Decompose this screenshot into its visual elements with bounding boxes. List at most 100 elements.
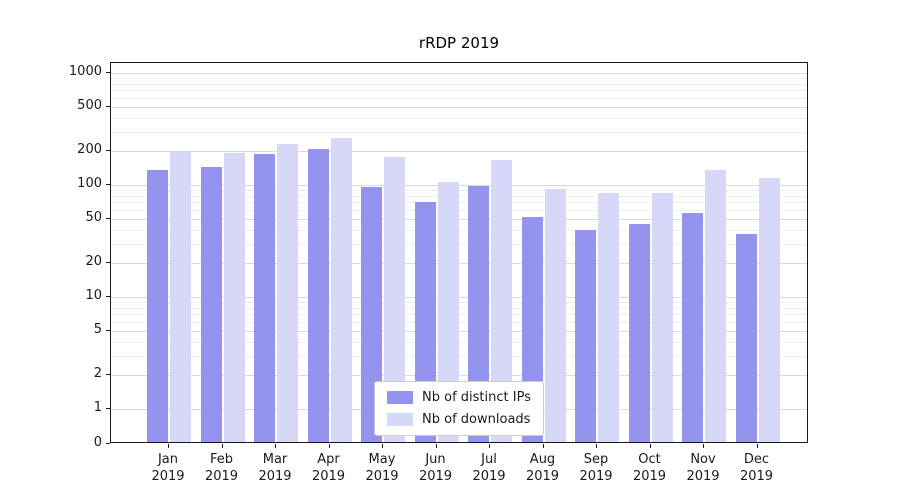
gridline-minor (111, 302, 807, 304)
bar-distinct-ips (628, 224, 650, 442)
bar-downloads (705, 169, 726, 442)
gridline-minor (111, 190, 807, 192)
y-tick-label: 2 (93, 366, 102, 382)
x-tick-mark (703, 444, 704, 448)
chart-title: rRDP 2019 (418, 34, 500, 52)
x-tick-mark (168, 444, 169, 448)
y-tick-label: 100 (77, 176, 102, 191)
x-tick-label: Dec 2019 (739, 452, 774, 484)
bar-downloads (598, 192, 619, 442)
x-tick-mark (328, 444, 330, 448)
bar-distinct-ips (307, 149, 329, 442)
legend-item-downloads: Nb of downloads (387, 412, 531, 427)
x-tick-label: Apr 2019 (311, 452, 346, 484)
y-tick-label: 1 (93, 400, 102, 415)
bar-downloads (277, 143, 298, 442)
y-tick-mark (106, 296, 110, 297)
gridline-minor (111, 131, 807, 133)
y-tick-mark (106, 105, 110, 107)
y-tick-mark (106, 150, 110, 152)
plot-area: Nb of distinct IPs Nb of downloads (110, 62, 808, 443)
gridline-minor (111, 355, 807, 357)
x-tick-label: Jul 2019 (472, 452, 506, 484)
gridline-major (111, 185, 807, 186)
legend: Nb of distinct IPs Nb of downloads (374, 381, 544, 436)
x-tick-label: Oct 2019 (632, 452, 667, 484)
gridline-minor (111, 209, 807, 211)
bar-downloads (437, 181, 459, 442)
bar-distinct-ips (468, 185, 489, 442)
bar-downloads (223, 153, 245, 442)
x-tick-label: Mar 2019 (258, 452, 292, 484)
x-tick-mark (542, 444, 544, 448)
bar-distinct-ips (735, 234, 757, 442)
x-tick-mark (435, 444, 437, 448)
gridline-major (111, 106, 807, 108)
bar-downloads (491, 159, 512, 442)
x-tick-mark (596, 444, 597, 448)
x-tick-mark (275, 444, 276, 448)
y-tick-mark (106, 184, 110, 185)
y-tick-label: 500 (77, 97, 102, 113)
x-tick-label: May 2019 (365, 452, 399, 484)
legend-swatch-distinct-ips (387, 391, 414, 404)
x-tick-label: Sep 2019 (579, 452, 613, 484)
y-tick-mark (106, 262, 110, 264)
x-tick-mark (221, 444, 223, 448)
bar-distinct-ips (682, 212, 703, 442)
gridline-minor (111, 321, 807, 323)
gridline-minor (111, 83, 807, 85)
gridline-minor (111, 229, 807, 231)
x-tick-label: Jan 2019 (151, 452, 185, 484)
gridline-minor (111, 97, 807, 99)
x-tick-mark (649, 444, 651, 448)
y-tick-label: 200 (77, 142, 102, 158)
gridline-minor (111, 90, 807, 92)
legend-label-distinct-ips: Nb of distinct IPs (422, 390, 531, 405)
y-tick-label: 0 (93, 435, 102, 450)
bar-downloads (651, 192, 673, 442)
legend-label-downloads: Nb of downloads (422, 412, 531, 427)
y-tick-label: 10 (85, 288, 102, 303)
gridline-minor (111, 314, 807, 316)
gridline-minor (111, 202, 807, 204)
x-tick-label: Aug 2019 (525, 452, 560, 484)
x-tick-mark (489, 444, 490, 448)
gridline-major (111, 151, 807, 153)
x-tick-mark (382, 444, 383, 448)
gridline-minor (111, 341, 807, 343)
gridline-minor (111, 117, 807, 119)
bar-downloads (384, 156, 405, 442)
bar-distinct-ips (147, 170, 168, 442)
x-tick-label: Feb 2019 (204, 452, 239, 484)
bar-distinct-ips (254, 154, 275, 442)
gridline-major (111, 330, 807, 332)
bar-downloads (330, 138, 352, 442)
x-tick-label: Jun 2019 (418, 452, 453, 484)
y-tick-label: 5 (93, 321, 102, 337)
bar-downloads (544, 189, 566, 442)
y-tick-mark (106, 443, 110, 444)
y-tick-label: 50 (85, 209, 102, 225)
y-tick-mark (106, 72, 110, 73)
gridline-major (111, 297, 807, 298)
bars-layer (111, 63, 807, 442)
gridline-major (111, 73, 807, 74)
gridline-minor (111, 307, 807, 309)
x-tick-mark (756, 444, 758, 448)
gridline-major (111, 375, 807, 377)
legend-swatch-downloads (387, 413, 414, 426)
bar-distinct-ips (575, 230, 596, 442)
bar-distinct-ips (200, 166, 222, 442)
bar-downloads (170, 151, 191, 442)
y-tick-mark (106, 329, 110, 331)
gridline-major (111, 218, 807, 220)
bar-downloads (758, 178, 780, 442)
bar-distinct-ips (361, 187, 382, 442)
gridline-major (111, 263, 807, 265)
legend-item-distinct-ips: Nb of distinct IPs (387, 390, 531, 405)
gridline-minor (111, 195, 807, 197)
y-tick-label: 20 (85, 254, 102, 270)
gridline-minor (111, 78, 807, 80)
